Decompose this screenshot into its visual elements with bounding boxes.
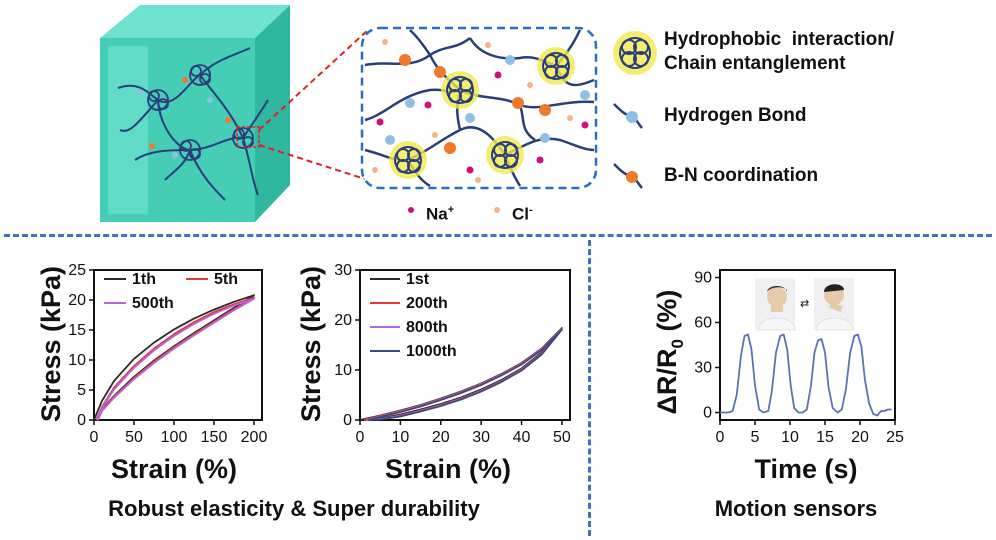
- zoom-line-top: [258, 29, 369, 131]
- chart0-xtick-label: 50: [125, 429, 143, 446]
- chart0-xtick-label: 150: [201, 429, 228, 446]
- chart0-ytick-label: 20: [68, 292, 86, 309]
- chart0-legend-label: 1th: [132, 271, 156, 288]
- cube-top-face: [100, 5, 290, 38]
- chart2-xtick-label: 20: [851, 429, 869, 446]
- chart2-xtick-label: 15: [816, 429, 834, 446]
- chart1-xtick-label: 10: [391, 429, 409, 446]
- bn-coordination-label: B-N coordination: [664, 165, 819, 186]
- chart2-ytick-label: 30: [694, 360, 712, 377]
- head-tilt-photos: ⇄: [755, 278, 854, 331]
- chart2-xtick-label: 5: [751, 429, 760, 446]
- hydrophobic-label: Hydrophobic interaction/ Chain entanglem…: [664, 28, 894, 76]
- chart2-xtick-label: 0: [716, 429, 725, 446]
- chart-motion-sensor: ΔR/R0 (%) Time (s) ⇄ 0 5 10 15 20 25 0 30 60 90: [640, 240, 940, 488]
- chart0-ytick-label: 0: [77, 412, 86, 429]
- chart0-legend-label: 5th: [214, 271, 238, 288]
- hydrogel-cube: [100, 5, 290, 222]
- hydrogen-bond-icon: [613, 103, 643, 129]
- chart1-ytick-label: 30: [334, 262, 352, 279]
- bn-coordination-icon: [613, 163, 643, 189]
- chart2-ylabel-sub: 0: [668, 339, 687, 348]
- chart0-xtick-label: 100: [161, 429, 188, 446]
- chart2-ytick-label: 60: [694, 315, 712, 332]
- chart-cyclic-200: Stress (kPa) Strain (%) 0 50 100 150 200 0 5 10…: [0, 240, 290, 488]
- na-ion-sup: +: [447, 204, 455, 216]
- horizontal-divider: [4, 234, 992, 237]
- chart1-ylabel: Stress (kPa): [296, 266, 326, 422]
- chart0-frame: [93, 269, 263, 421]
- zoom-line-bottom: [258, 144, 369, 181]
- chart0-ytick-label: 15: [68, 322, 86, 339]
- na-ion-dot: [408, 207, 414, 213]
- hydrogel-cube-and-zoom-svg: [100, 5, 598, 222]
- zoom-source-box: [236, 126, 260, 148]
- chart2-ylabel-main: ΔR/R: [652, 349, 682, 415]
- chart1-xtick-label: 30: [472, 429, 490, 446]
- chart0-series-line: [93, 294, 255, 421]
- chart0-legend-label: 500th: [132, 295, 174, 312]
- chart-cyclic-50: Stress (kPa) Strain (%) 0 10 20 30 40 50 0 10 20…: [290, 240, 588, 488]
- chart0-xtick-label: 0: [90, 429, 99, 446]
- chart2-ytick-label: 90: [694, 270, 712, 287]
- chart2-xtick-label: 25: [886, 429, 904, 446]
- chart0-series-line: [96, 297, 255, 421]
- chart1-series-line: [359, 327, 563, 421]
- hydrophobic-label-line1: Hydrophobic interaction/: [664, 29, 895, 50]
- chart1-xtick-label: 0: [356, 429, 365, 446]
- chart2-series-line: [720, 333, 892, 417]
- vertical-divider: [588, 240, 591, 536]
- cl-ion-dot: [494, 207, 500, 213]
- chart1-legend-label: 800th: [406, 319, 448, 336]
- chart1-ytick-label: 0: [343, 412, 352, 429]
- chart-cyclic-50-svg: Stress (kPa) Strain (%) 0 10 20 30 40 50 0 10 20…: [296, 262, 571, 484]
- chart2-ytick-label: 0: [703, 405, 712, 422]
- chart1-legend-label: 1000th: [406, 343, 457, 360]
- chart2-ylabel-unit: (%): [652, 290, 682, 340]
- chart1-frame: [359, 269, 571, 421]
- interaction-legend: Hydrophobic interaction/ Chain entanglem…: [606, 20, 994, 220]
- chart1-series-line: [367, 328, 563, 421]
- chart1-series-line: [365, 328, 563, 421]
- cl-ion-sup: -: [529, 204, 533, 216]
- chart1-ytick-label: 20: [334, 312, 352, 329]
- caption-right: Motion sensors: [714, 496, 878, 521]
- chart0-ylabel: Stress (kPa): [36, 266, 66, 422]
- chart1-series-line: [363, 327, 563, 421]
- ion-legend: Na+ Cl-: [398, 198, 598, 224]
- chart0-ytick-label: 5: [77, 382, 86, 399]
- chart1-xlabel: Strain (%): [385, 454, 511, 484]
- chart-cyclic-200-svg: Stress (kPa) Strain (%) 0 50 100 150 200 0 5 10…: [36, 262, 268, 484]
- na-ion-label: Na+: [426, 204, 455, 224]
- chart2-ylabel: ΔR/R0 (%): [652, 290, 687, 415]
- network-zoom-box: [360, 26, 598, 190]
- chart2-xtick-label: 10: [781, 429, 799, 446]
- chart1-legend-label: 200th: [406, 295, 448, 312]
- hydrophobic-label-line2: Chain entanglement: [664, 53, 846, 74]
- hydrophobic-icon: [613, 31, 657, 75]
- chart0-ytick-label: 25: [68, 262, 86, 279]
- chart1-xtick-label: 40: [513, 429, 531, 446]
- hydrogel-schematic: Na+ Cl- Hydrophobic interaction/ Chain e…: [0, 0, 996, 232]
- chart1-xtick-label: 20: [432, 429, 450, 446]
- caption-left: Robust elasticity & Super durability: [108, 496, 480, 521]
- hydrogen-bond-label: Hydrogen Bond: [664, 105, 807, 126]
- chart2-frame: [719, 269, 896, 421]
- chart0-series-line: [95, 296, 255, 421]
- cube-right-face: [255, 5, 290, 222]
- cl-ion-label: Cl-: [512, 204, 533, 224]
- chart1-ytick-label: 10: [334, 362, 352, 379]
- chart2-xlabel: Time (s): [754, 454, 857, 484]
- chart1-xtick-label: 50: [553, 429, 571, 446]
- chart0-xtick-label: 200: [241, 429, 268, 446]
- chart0-xlabel: Strain (%): [111, 454, 237, 484]
- chart0-ytick-label: 10: [68, 352, 86, 369]
- chart1-legend-label: 1st: [406, 271, 430, 288]
- head-tilt-arrows: ⇄: [800, 298, 809, 310]
